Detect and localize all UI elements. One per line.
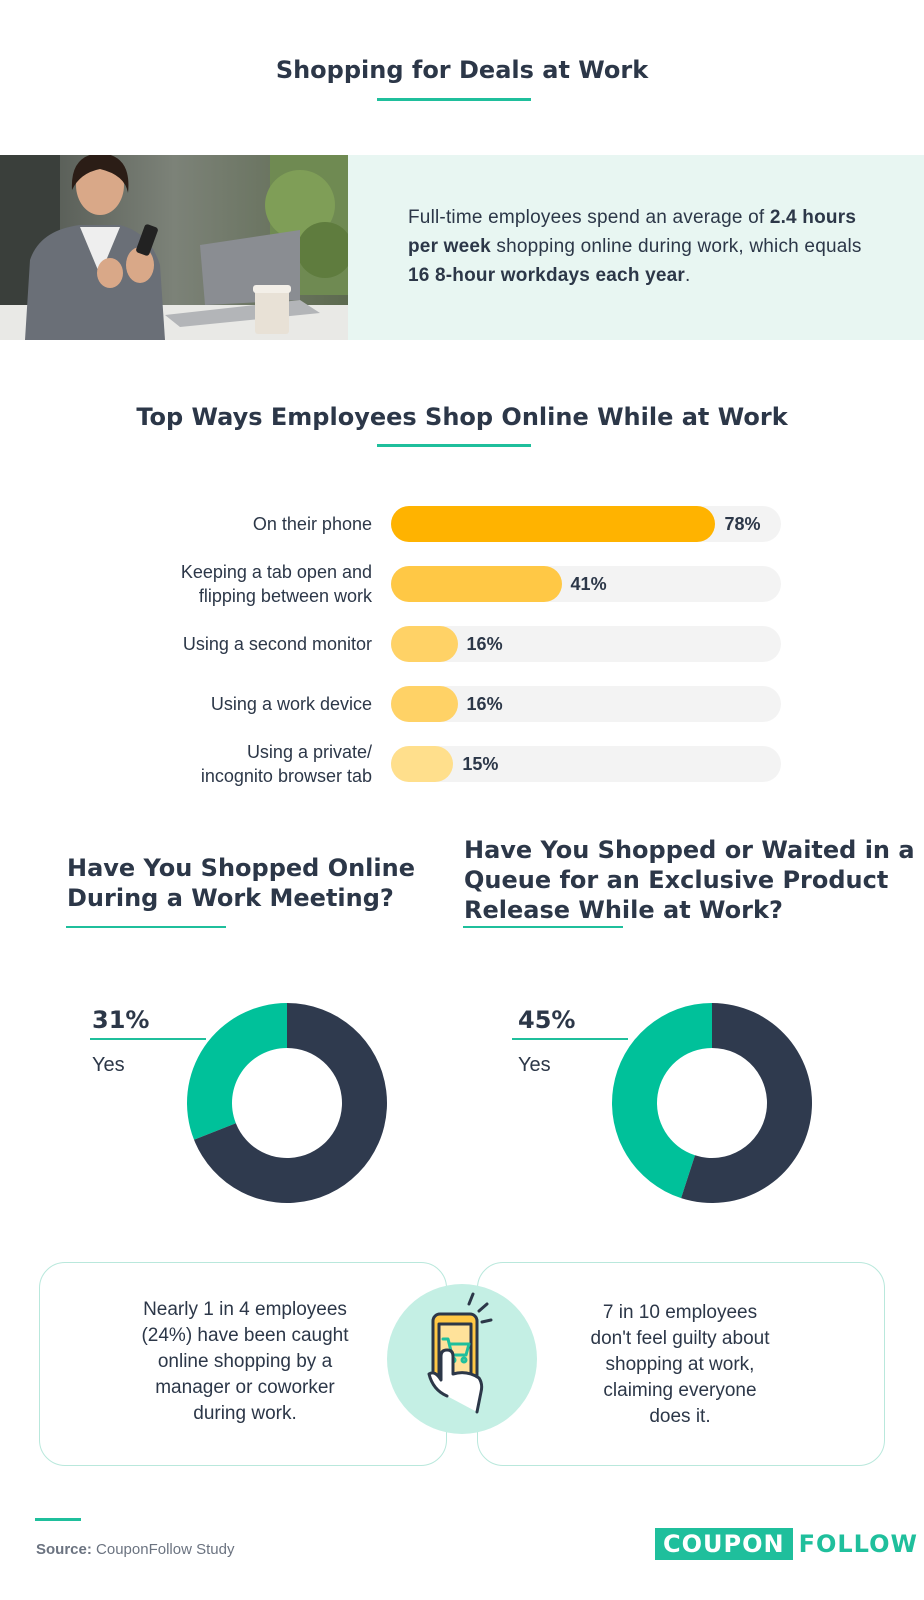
bar-value-label: 15% [462,754,499,774]
bar-value-label: 41% [570,574,607,594]
donut-1-percent: 31% [92,1006,150,1034]
bar-track: 16% [391,626,781,662]
donut-2-percent: 45% [518,1006,576,1034]
bar-label: Using a private/ incognito browser tab [200,742,372,786]
donut-2-chart [612,1003,812,1203]
bar-track: 15% [391,746,781,782]
bar-value-label: 16% [466,694,503,714]
donut-1-chart [187,1003,387,1203]
bar [391,686,458,722]
logo-follow-text: FOLLOW [798,1530,918,1558]
bar-chart: On their phone 78% Keeping a tab open and … [180,506,781,786]
donut-2-callout-rule [512,1038,628,1040]
logo-coupon-text: COUPON [655,1528,793,1560]
donut-slice-other [681,1003,812,1203]
bar [391,566,562,602]
page-title: Shopping for Deals at Work [275,56,649,84]
donut-slice-yes [612,1003,712,1199]
donut-2-title-underline [463,926,623,928]
bar-value-label: 78% [724,514,761,534]
title-underline [377,98,531,101]
stat-card-left [39,1262,447,1466]
phone-shopping-cart-icon [427,1292,493,1414]
source-note: Source: CouponFollow Study [36,1541,235,1558]
donut-2-yes-label: Yes [518,1054,551,1076]
bar-chart-title-underline [377,444,531,447]
footer-rule [35,1518,81,1521]
donut-slice-other [194,1003,387,1203]
donut-1-title-underline [66,926,226,928]
stat-card-right [477,1262,885,1466]
bar-track: 41% [391,566,781,602]
stat-card-left-text: Nearly 1 in 4 employees (24%) have been … [141,1299,349,1424]
bar-track: 78% [391,506,781,542]
woman-shopping-photo [0,155,348,340]
stat-card-right-text: 7 in 10 employees don't feel guilty abou… [590,1302,770,1427]
bar-label: Using a second monitor [182,634,372,654]
phone-shopping-cart-badge [387,1284,537,1434]
donut-slice-yes [187,1003,287,1140]
bar-chart-title: Top Ways Employees Shop Online While at … [136,403,788,431]
donut-1-title: Have You Shopped Online During a Work Me… [67,854,415,912]
bar [391,746,454,782]
intro-panel [348,155,924,340]
couponfollow-logo: COUPON FOLLOW [655,1527,918,1561]
donut-1-yes-label: Yes [92,1054,125,1076]
donut-1-callout-rule [90,1038,206,1040]
bar-track: 16% [391,686,781,722]
intro-text: Full-time employees spend an average of … [408,207,862,286]
bar-label: Using a work device [210,694,372,714]
bar [391,506,716,542]
bar-value-label: 16% [466,634,503,654]
bar-label: On their phone [252,514,372,534]
bar-label: Keeping a tab open and flipping between … [180,562,372,606]
donut-2-title: Have You Shopped or Waited in a Queue fo… [464,836,915,924]
bar [391,626,458,662]
